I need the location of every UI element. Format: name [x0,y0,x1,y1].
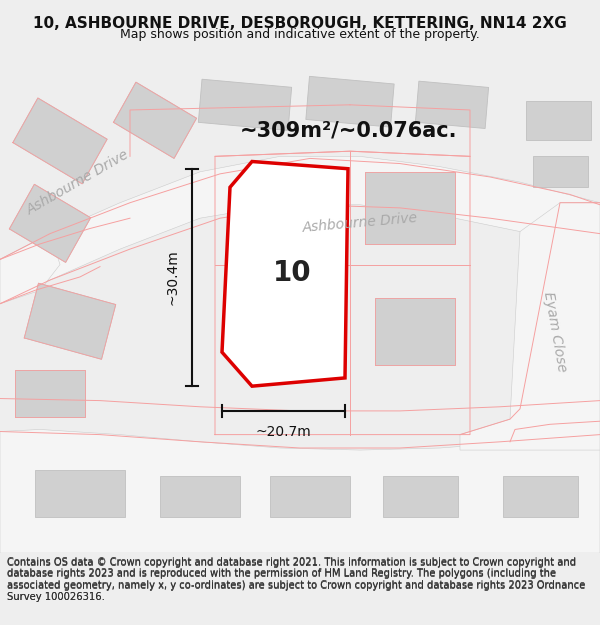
Polygon shape [35,470,125,516]
Polygon shape [503,476,577,517]
Text: Ashbourne Drive: Ashbourne Drive [25,147,131,217]
Text: Contains OS data © Crown copyright and database right 2021. This information is : Contains OS data © Crown copyright and d… [7,558,586,602]
Polygon shape [0,234,60,304]
Text: ~309m²/~0.076ac.: ~309m²/~0.076ac. [239,121,457,141]
Polygon shape [270,476,350,517]
Polygon shape [460,202,600,450]
Polygon shape [533,156,587,188]
Polygon shape [526,101,590,140]
Text: ~30.4m: ~30.4m [166,249,180,306]
Polygon shape [0,429,600,553]
Polygon shape [13,98,107,184]
Polygon shape [15,370,85,417]
Polygon shape [365,172,455,244]
Polygon shape [415,81,488,129]
Polygon shape [222,161,348,386]
Polygon shape [199,79,292,131]
Polygon shape [10,184,91,262]
Polygon shape [160,476,240,517]
Polygon shape [375,298,455,365]
Polygon shape [306,76,394,127]
Polygon shape [113,82,197,158]
Text: Contains OS data © Crown copyright and database right 2021. This information is : Contains OS data © Crown copyright and d… [7,557,586,601]
Polygon shape [0,156,600,304]
Polygon shape [383,476,458,517]
Text: ~20.7m: ~20.7m [256,426,311,439]
Text: 10: 10 [272,259,311,287]
Text: 10, ASHBOURNE DRIVE, DESBOROUGH, KETTERING, NN14 2XG: 10, ASHBOURNE DRIVE, DESBOROUGH, KETTERI… [33,16,567,31]
Text: Ashbourne Drive: Ashbourne Drive [302,211,418,236]
Text: Eyam Close: Eyam Close [541,291,569,372]
Text: Map shows position and indicative extent of the property.: Map shows position and indicative extent… [120,28,480,41]
Polygon shape [24,283,116,359]
